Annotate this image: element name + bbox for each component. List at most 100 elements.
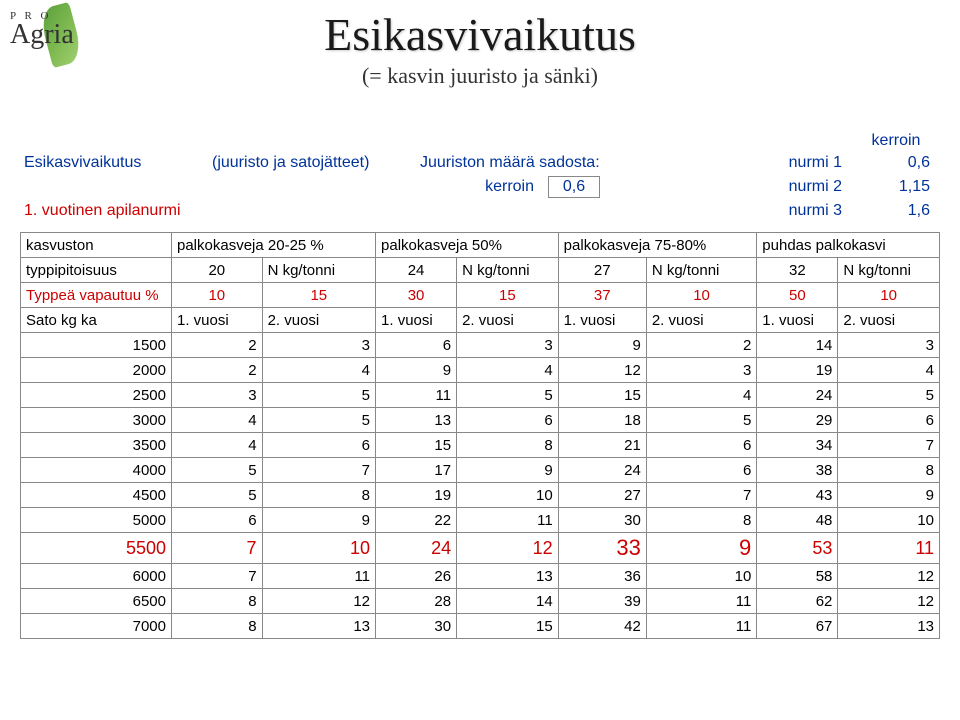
row-val: 11 [457,508,559,533]
row-val: 9 [262,508,375,533]
row-val: 18 [558,408,646,433]
row-val: 14 [457,589,559,614]
row-val: 6 [262,433,375,458]
row-val: 53 [757,533,838,564]
row-key: 3000 [21,408,172,433]
row-val: 30 [558,508,646,533]
sato-v-6: 1. vuosi [757,308,838,333]
row-val: 26 [376,564,457,589]
row-val: 62 [757,589,838,614]
row-val: 8 [838,458,940,483]
row-val: 11 [376,383,457,408]
row-key: 2500 [21,383,172,408]
typpea-v-5: 10 [646,283,756,308]
row-val: 22 [376,508,457,533]
u-r1c3: Juuriston määrä sadosta: [416,152,754,174]
row-key: 3500 [21,433,172,458]
hdr-v-3: N kg/tonni [457,258,559,283]
row-val: 17 [376,458,457,483]
logo: P R O Agria [10,10,120,47]
table-row: 550071024123395311 [21,533,940,564]
row-val: 7 [172,564,263,589]
row-key: 2000 [21,358,172,383]
row-val: 10 [838,508,940,533]
row-val: 33 [558,533,646,564]
row-val: 8 [172,614,263,639]
row-val: 2 [646,333,756,358]
row-val: 6 [646,458,756,483]
row-val: 9 [838,483,940,508]
table-row: 350046158216347 [21,433,940,458]
row-val: 5 [262,383,375,408]
table-row: 7000813301542116713 [21,614,940,639]
row-val: 8 [646,508,756,533]
row-val: 7 [172,533,263,564]
hdr-group-1: palkokasveja 50% [376,233,559,258]
typpea-v-6: 50 [757,283,838,308]
typpea-v-4: 37 [558,283,646,308]
table-row: 250035115154245 [21,383,940,408]
row-val: 7 [838,433,940,458]
main-table: kasvustonpalkokasveja 20-25 %palkokasvej… [20,232,940,639]
row-val: 5 [172,483,263,508]
sato-label: Sato kg ka [21,308,172,333]
sato-v-7: 2. vuosi [838,308,940,333]
row-val: 12 [457,533,559,564]
hdr-row-2: typpipitoisuus20N kg/tonni24N kg/tonni27… [21,258,940,283]
hdr-group-0: palkokasveja 20-25 % [172,233,376,258]
row-val: 39 [558,589,646,614]
row-val: 5 [262,408,375,433]
typpea-v-0: 10 [172,283,263,308]
row-val: 30 [376,614,457,639]
row-val: 8 [457,433,559,458]
kerroin-label: kerroin [852,130,940,152]
row-val: 24 [558,458,646,483]
typpea-row: Typpeä vapautuu %1015301537105010 [21,283,940,308]
row-val: 13 [838,614,940,639]
row-val: 12 [558,358,646,383]
row-val: 3 [646,358,756,383]
row-key: 6500 [21,589,172,614]
title-block: Esikasvivaikutus (= kasvin juuristo ja s… [0,0,960,89]
sato-v-0: 1. vuosi [172,308,263,333]
row-val: 5 [646,408,756,433]
row-val: 6 [376,333,457,358]
hdr-v-1: N kg/tonni [262,258,375,283]
sato-v-3: 2. vuosi [457,308,559,333]
row-val: 5 [172,458,263,483]
row-val: 12 [838,564,940,589]
row-val: 9 [457,458,559,483]
u-r2c4: 1,15 [852,174,940,200]
u-r2c1: kerroin [416,174,544,200]
row-val: 7 [646,483,756,508]
page-subtitle: (= kasvin juuristo ja sänki) [0,63,960,89]
typpea-v-3: 15 [457,283,559,308]
row-val: 6 [838,408,940,433]
row-val: 11 [262,564,375,589]
row-val: 12 [838,589,940,614]
row-key: 4000 [21,458,172,483]
row-val: 6 [172,508,263,533]
kerroin-box: 0,6 [548,176,600,198]
row-val: 24 [757,383,838,408]
hdr-v-2: 24 [376,258,457,283]
row-val: 28 [376,589,457,614]
row-val: 4 [172,433,263,458]
typpea-label: Typpeä vapautuu % [21,283,172,308]
hdr-row-1: kasvustonpalkokasveja 20-25 %palkokasvej… [21,233,940,258]
row-val: 24 [376,533,457,564]
row-val: 42 [558,614,646,639]
row-val: 19 [376,483,457,508]
row-val: 12 [262,589,375,614]
table-row: 6000711261336105812 [21,564,940,589]
u-r3c1: 1. vuotinen apilanurmi [20,200,416,222]
row-val: 8 [172,589,263,614]
row-val: 36 [558,564,646,589]
row-val: 21 [558,433,646,458]
table-row: 300045136185296 [21,408,940,433]
row-val: 4 [838,358,940,383]
row-val: 13 [376,408,457,433]
row-val: 15 [558,383,646,408]
row-val: 10 [457,483,559,508]
row-val: 2 [172,358,263,383]
